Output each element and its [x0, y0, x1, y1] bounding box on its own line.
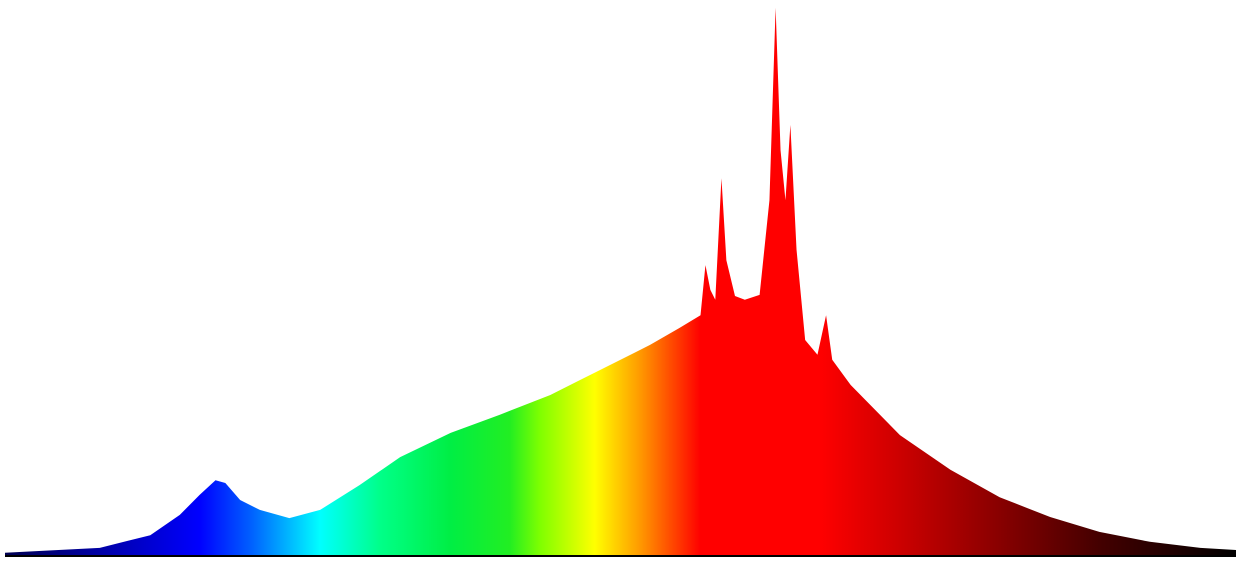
spectrum-area [5, 7, 1236, 555]
